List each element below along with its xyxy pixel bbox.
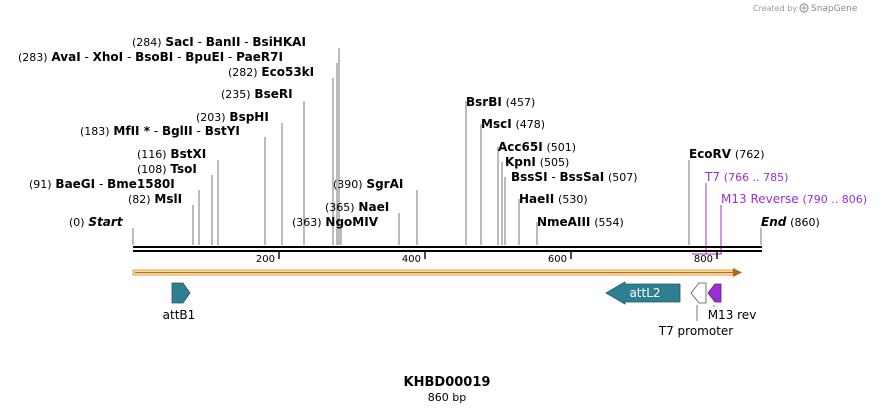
site-label-116[interactable]: (116) BstXI [137,147,206,161]
credit-text: Created by [753,4,797,13]
m13-rev-arrow-icon [707,283,722,303]
site-label-457[interactable]: BsrBI (457) [466,95,535,109]
end-label: End (860) [761,215,820,229]
map-title: KHBD00019 [404,375,491,390]
site-connectors [132,48,762,245]
site-label-283[interactable]: (283) AvaI - XhoI - BsoBI - BpuEI - PaeR… [18,50,283,64]
attb1-arrow-icon [171,282,191,304]
feature-m13-rev[interactable]: M13 rev [707,283,757,322]
site-label-507[interactable]: BssSI - BssSaI (507) [511,170,638,184]
t7-promoter-arrow-icon [690,282,707,304]
map-length: 860 bp [428,391,466,404]
tick-label-600: 600 [548,254,567,265]
m13-rev-label: M13 rev [708,308,757,322]
site-label-235[interactable]: (235) BseRI [221,87,293,101]
primer-label-m13[interactable]: M13 Reverse (790 .. 806) [721,192,867,206]
site-label-108[interactable]: (108) TsoI [137,162,197,176]
primer-brackets [692,183,722,255]
backbone [133,246,762,252]
site-label-478[interactable]: MscI (478) [481,117,545,131]
site-label-82[interactable]: (82) MslI [128,192,182,206]
attl2-arrow-icon [605,281,681,305]
site-label-390[interactable]: (390) SgrAI [333,177,403,191]
site-label-282[interactable]: (282) Eco53kI [228,65,314,79]
start-label: (0) Start [69,215,124,229]
site-label-530[interactable]: HaeII (530) [519,192,588,206]
t7-promoter-label: T7 promoter [658,324,734,338]
site-label-501[interactable]: Acc65I (501) [498,140,576,154]
site-label-554[interactable]: NmeAIII (554) [537,215,624,229]
site-label-505[interactable]: KpnI (505) [505,155,569,169]
site-label-203[interactable]: (203) BspHI [196,110,269,124]
tick-label-800: 800 [694,254,713,265]
tick-label-400: 400 [402,254,421,265]
site-label-183[interactable]: (183) MfII * - BglII - BstYI [80,124,240,138]
site-label-365[interactable]: (365) NaeI [325,200,389,214]
site-label-762[interactable]: EcoRV (762) [689,147,765,161]
attl2-label: attL2 [629,286,660,300]
feature-attl2[interactable]: attL2 [605,281,681,305]
primer-label-t7[interactable]: T7 (766 .. 785) [704,170,788,184]
feature-t7-promoter[interactable]: T7 promoter [658,282,734,338]
attb1-label: attB1 [163,308,196,322]
site-label-91[interactable]: (91) BaeGI - Bme1580I [29,177,175,191]
tick-label-200: 200 [256,254,275,265]
feature-attb1[interactable]: attB1 [163,282,196,322]
snapgene-logo-icon [799,3,809,13]
site-label-363[interactable]: (363) NgoMIV [292,215,379,229]
orf-arrow[interactable] [132,268,742,277]
brand-text: SnapGene [811,4,858,14]
scale-ticks: 200 400 600 800 [256,252,718,265]
site-label-284[interactable]: (284) SacI - BanII - BsiHKAI [132,35,306,49]
